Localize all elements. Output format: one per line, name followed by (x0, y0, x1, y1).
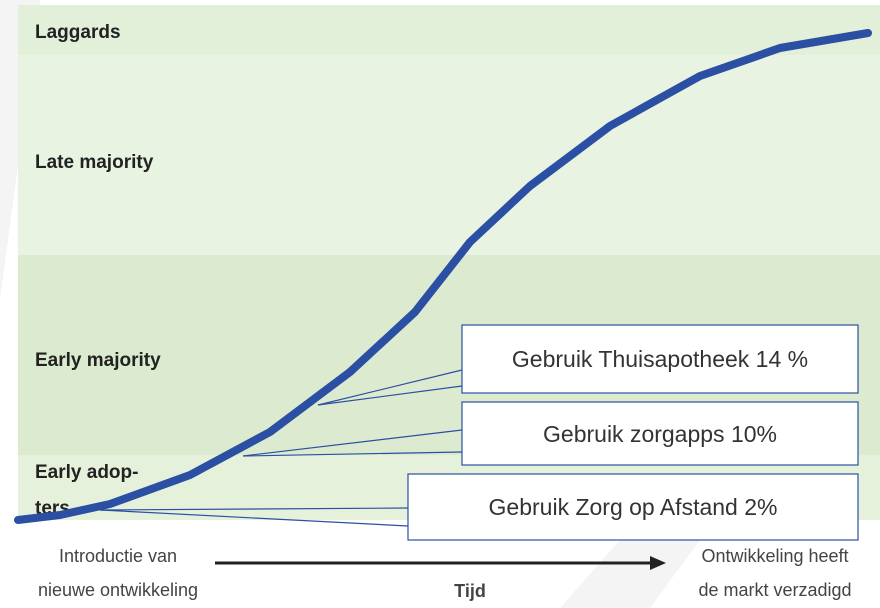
time-arrow-head (650, 556, 666, 570)
callout-text: Gebruik Zorg op Afstand 2% (489, 494, 778, 520)
band-label: Late majority (35, 152, 154, 173)
callout-text: Gebruik zorgapps 10% (543, 421, 777, 447)
end-label: Ontwikkeling heeft (701, 546, 848, 566)
callout-box (461, 401, 859, 466)
band-label: Early adop- (35, 462, 138, 483)
callout-box (461, 324, 859, 394)
background-shape (560, 540, 700, 608)
adoption-curve (14, 29, 872, 524)
band-label: Early majority (35, 350, 161, 371)
axis-label: Tijd (454, 581, 486, 601)
end-label: de markt verzadigd (698, 580, 851, 600)
callout-pointers (99, 369, 463, 527)
start-label: Introductie van (59, 546, 177, 566)
band-label: Laggards (35, 22, 121, 43)
callout-text: Gebruik Thuisapotheek 14 % (512, 346, 808, 372)
band (18, 55, 880, 255)
band (18, 5, 880, 55)
start-label: nieuwe ontwikkeling (38, 580, 198, 600)
callout-box (407, 473, 859, 541)
